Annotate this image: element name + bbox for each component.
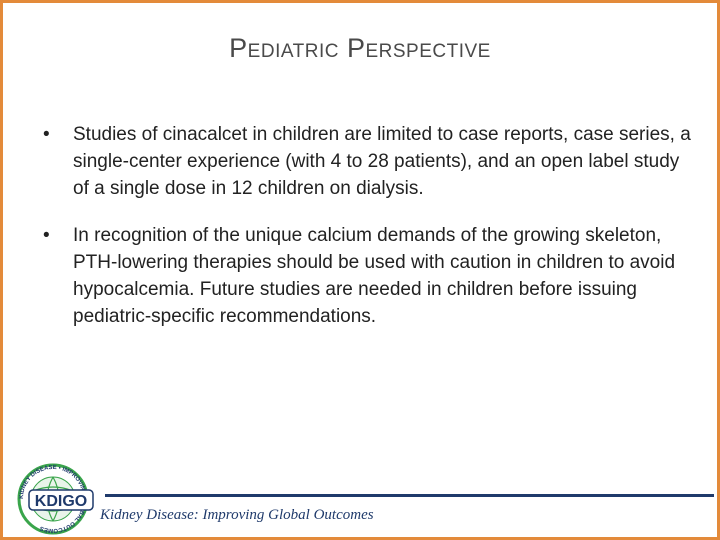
bullet-marker: • bbox=[43, 225, 50, 246]
bullet-item: • In recognition of the unique calcium d… bbox=[43, 222, 693, 330]
logo-globe-lines bbox=[32, 476, 74, 522]
logo-wordmark-box bbox=[28, 489, 94, 511]
bullet-text: Studies of cinacalcet in children are li… bbox=[73, 124, 691, 199]
bullet-item: • Studies of cinacalcet in children are … bbox=[43, 121, 693, 202]
bullet-marker: • bbox=[43, 124, 50, 145]
slide-title: Pediatric Perspective bbox=[229, 33, 491, 63]
footer-divider bbox=[105, 494, 714, 497]
bullet-text: In recognition of the unique calcium dem… bbox=[73, 225, 676, 327]
kdigo-logo: KIDNEY DISEASE • IMPROVING GLOBAL OUTCOM… bbox=[17, 463, 94, 535]
bullet-list: • Studies of cinacalcet in children are … bbox=[43, 121, 693, 350]
logo-wordmark: KDIGO bbox=[35, 493, 87, 510]
footer-tagline: Kidney Disease: Improving Global Outcome… bbox=[100, 507, 374, 523]
